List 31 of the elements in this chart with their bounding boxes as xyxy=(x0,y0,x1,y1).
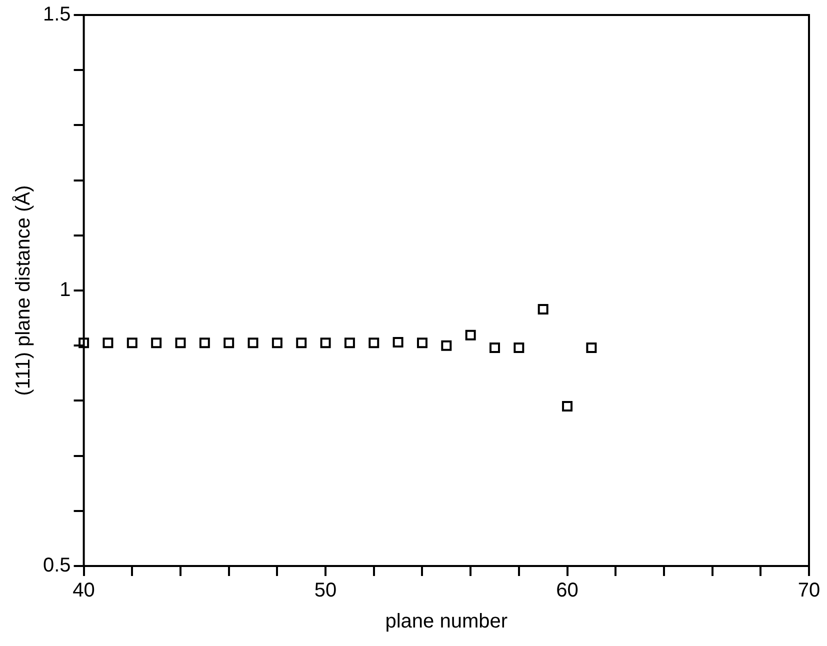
point xyxy=(392,337,404,348)
point xyxy=(465,330,476,340)
point xyxy=(224,338,234,348)
point xyxy=(344,338,355,348)
point xyxy=(248,338,258,348)
point xyxy=(490,342,500,354)
point xyxy=(199,338,210,348)
x-tick-label: 40 xyxy=(72,580,95,602)
y-axis-title: (111) plane distance (Å) xyxy=(12,185,35,396)
point xyxy=(296,338,307,348)
x-tick-label: 50 xyxy=(314,580,337,602)
point xyxy=(514,342,524,354)
point xyxy=(126,338,138,348)
y-tick-label: 1.5 xyxy=(42,4,71,26)
x-tick-label: 60 xyxy=(556,580,578,602)
y-tick-label: 1 xyxy=(60,279,71,302)
point xyxy=(538,304,548,314)
point xyxy=(441,340,452,351)
point xyxy=(78,338,90,348)
point xyxy=(102,338,114,348)
point xyxy=(586,342,597,354)
point xyxy=(320,338,331,348)
x-axis-title: plane number xyxy=(385,610,508,633)
point xyxy=(562,400,573,412)
point xyxy=(368,338,380,348)
y-tick-label: 0.5 xyxy=(42,554,71,577)
point xyxy=(416,338,428,348)
x-tick-label: 70 xyxy=(798,580,820,602)
point xyxy=(175,338,186,348)
point xyxy=(151,338,162,348)
point xyxy=(272,338,282,348)
